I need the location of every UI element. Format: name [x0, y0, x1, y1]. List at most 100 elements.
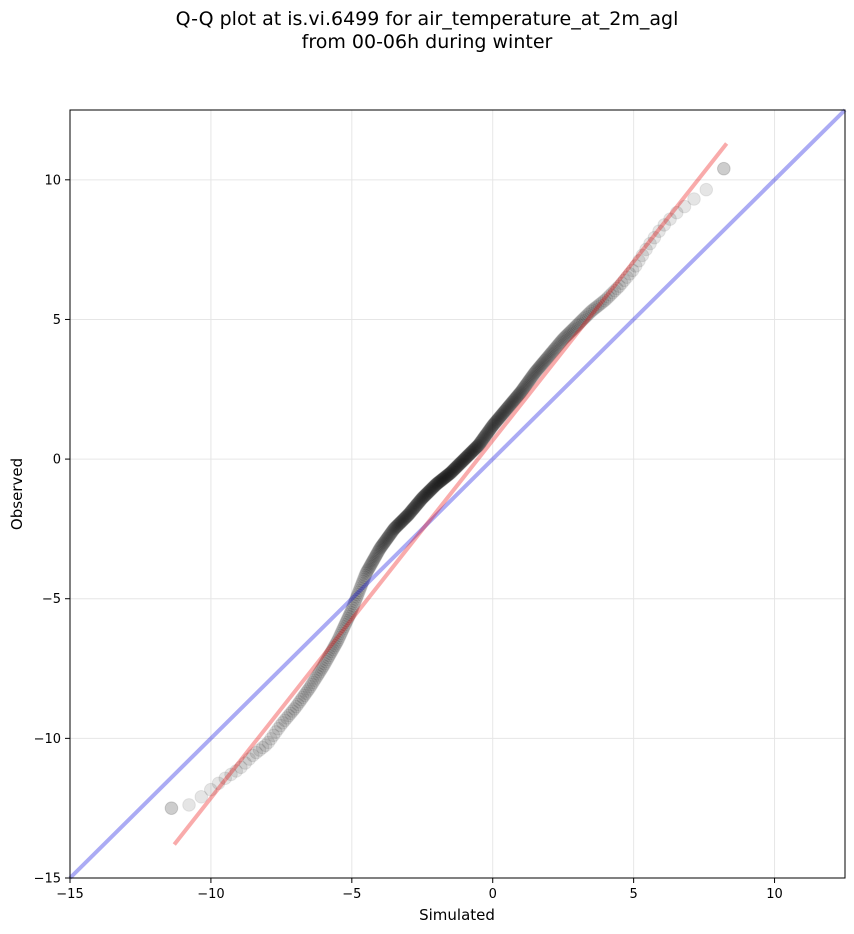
- qq-point: [294, 692, 309, 707]
- qq-point: [327, 640, 341, 655]
- qq-point: [460, 449, 475, 464]
- axes-frame: [69, 109, 846, 879]
- qq-point: [380, 532, 394, 546]
- chart-title-line-2: from 00-06h during winter: [301, 31, 553, 53]
- qq-point: [350, 587, 365, 602]
- qq-point: [366, 554, 380, 568]
- qq-point: [439, 469, 454, 483]
- qq-point: [538, 353, 553, 367]
- qq-point: [264, 732, 278, 746]
- qq-point: [451, 458, 466, 472]
- qq-point: [249, 745, 264, 760]
- qq-point: [687, 192, 701, 206]
- qq-point: [485, 420, 499, 434]
- qq-point: [524, 370, 539, 384]
- qq-point: [554, 334, 569, 348]
- qq-point: [452, 457, 467, 471]
- qq-point: [164, 801, 179, 815]
- qq-point: [490, 413, 504, 428]
- qq-point: [541, 349, 556, 364]
- qq-point: [300, 684, 315, 698]
- qq-point: [571, 317, 585, 332]
- qq-point: [283, 706, 298, 721]
- qq-point: [438, 470, 452, 485]
- qq-point: [475, 433, 490, 447]
- qq-point: [392, 517, 406, 531]
- qq-point: [389, 519, 404, 534]
- qq-point: [461, 448, 476, 463]
- qq-point: [425, 481, 440, 495]
- qq-point: [620, 270, 634, 284]
- qq-point: [588, 300, 603, 315]
- qq-point: [453, 456, 468, 471]
- qq-point: [441, 467, 456, 482]
- qq-point: [614, 276, 629, 291]
- y-tick-label: 10: [44, 173, 61, 188]
- qq-point: [486, 418, 500, 432]
- qq-point: [519, 378, 533, 392]
- qq-point: [481, 425, 495, 439]
- qq-point: [469, 440, 484, 455]
- qq-point: [269, 725, 283, 739]
- qq-point: [377, 536, 391, 550]
- qq-point: [194, 790, 209, 804]
- qq-point: [417, 489, 432, 503]
- qq-point: [490, 412, 505, 427]
- qq-point: [303, 680, 318, 694]
- qq-point: [498, 403, 513, 417]
- qq-point: [421, 485, 435, 500]
- qq-point: [647, 230, 662, 245]
- qq-point: [501, 400, 516, 414]
- qq-point: [306, 675, 320, 690]
- qq-point: [436, 471, 451, 486]
- qq-point: [403, 505, 418, 520]
- qq-point: [312, 665, 327, 679]
- qq-point: [292, 695, 307, 709]
- qq-point: [576, 312, 591, 326]
- qq-point: [529, 363, 544, 378]
- qq-point: [496, 405, 511, 420]
- qq-point: [473, 436, 487, 451]
- qq-point: [433, 474, 448, 488]
- qq-point: [349, 592, 363, 606]
- qq-point: [669, 205, 684, 220]
- y-tick-label: −5: [42, 592, 61, 607]
- qq-point: [386, 523, 400, 538]
- qq-point: [459, 450, 473, 465]
- qq-point: [354, 579, 368, 593]
- qq-point: [592, 298, 606, 312]
- qq-point: [381, 530, 396, 544]
- qq-point: [534, 358, 548, 373]
- qq-point: [432, 475, 446, 489]
- qq-point: [455, 454, 469, 469]
- qq-point: [367, 551, 382, 565]
- qq-point: [297, 688, 312, 703]
- qq-point: [533, 359, 547, 374]
- qq-point: [277, 713, 292, 728]
- y-tick-label: 0: [53, 453, 61, 468]
- qq-point: [420, 486, 434, 501]
- qq-point: [441, 468, 455, 482]
- qq-point: [258, 738, 273, 753]
- qq-point: [319, 654, 333, 669]
- qq-point: [476, 432, 490, 446]
- qq-point: [415, 491, 430, 505]
- qq-point: [218, 771, 233, 786]
- qq-point: [246, 748, 260, 763]
- qq-point: [355, 574, 370, 589]
- qq-point: [470, 440, 484, 454]
- qq-point: [430, 477, 444, 491]
- qq-point: [522, 373, 537, 388]
- qq-point: [414, 492, 429, 507]
- qq-point: [467, 443, 481, 457]
- qq-point: [451, 458, 465, 473]
- qq-point: [382, 528, 397, 542]
- qq-point: [356, 572, 371, 587]
- qq-point: [330, 635, 344, 649]
- qq-point: [497, 405, 512, 419]
- qq-point: [332, 630, 346, 645]
- qq-point: [404, 504, 418, 519]
- chart-title-line-1: Q-Q plot at is.vi.6499 for air_temperatu…: [175, 8, 679, 30]
- qq-point: [369, 547, 384, 561]
- qq-point: [520, 375, 535, 390]
